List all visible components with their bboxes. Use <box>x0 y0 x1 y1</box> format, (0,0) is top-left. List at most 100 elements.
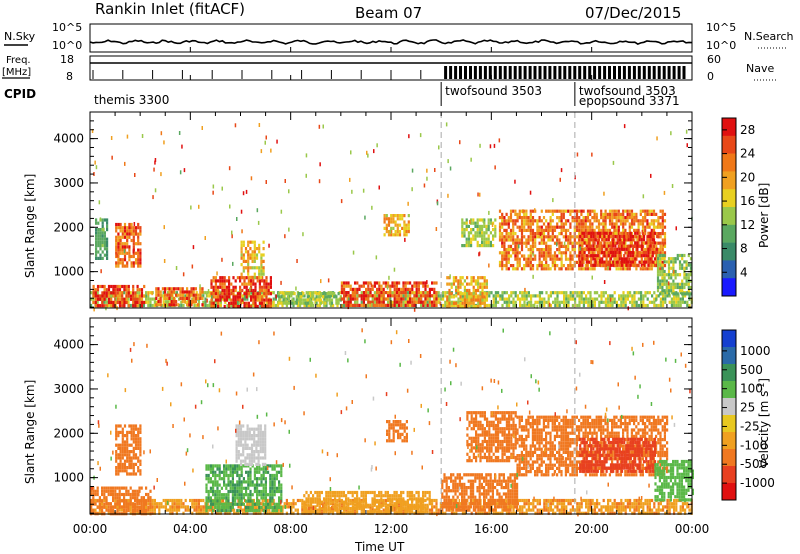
range-gate-cell <box>629 300 632 304</box>
range-gate-cell <box>103 294 106 298</box>
range-gate-cell <box>262 253 265 257</box>
range-gate-cell <box>563 297 566 301</box>
range-gate-cell <box>137 226 140 230</box>
range-gate-cell <box>498 238 502 242</box>
range-gate-cell <box>644 291 647 295</box>
range-gate-cell <box>365 291 368 295</box>
range-gate-cell <box>602 511 605 515</box>
range-gate-cell <box>272 297 275 301</box>
range-gate-cell <box>662 300 665 304</box>
range-gate-cell <box>664 300 667 304</box>
range-gate-cell <box>543 303 546 308</box>
range-gate-cell <box>629 250 632 255</box>
range-gate-cell <box>481 505 484 509</box>
range-gate-cell <box>317 292 320 296</box>
range-gate-cell <box>105 300 108 304</box>
range-gate-cell <box>95 228 98 232</box>
range-gate-cell <box>675 294 678 298</box>
range-gate-cell <box>613 238 616 242</box>
range-gate-cell <box>109 505 112 509</box>
range-gate-cell <box>481 511 484 515</box>
range-gate-cell <box>478 234 481 238</box>
range-gate-cell <box>612 241 615 245</box>
range-gate-cell <box>668 294 671 298</box>
range-gate-cell <box>602 294 605 298</box>
range-gate-cell <box>282 301 285 305</box>
range-gate-cell <box>607 303 610 308</box>
range-gate-cell <box>665 289 668 293</box>
range-gate-cell <box>581 250 584 255</box>
range-gate-cell <box>274 297 277 301</box>
range-gate-cell <box>362 300 365 304</box>
range-gate-cell <box>195 502 198 506</box>
range-gate-cell <box>177 287 180 291</box>
range-gate-cell <box>663 241 667 245</box>
range-gate-cell <box>518 238 521 242</box>
range-gate-cell <box>662 297 665 301</box>
range-gate-cell <box>558 300 561 304</box>
range-gate-cell <box>600 291 603 295</box>
range-gate-cell <box>249 247 252 251</box>
range-gate-cell <box>659 282 662 286</box>
range-gate-cell <box>415 511 418 515</box>
range-gate-cell <box>417 287 420 291</box>
range-gate-cell <box>603 263 606 267</box>
range-gate-cell <box>516 294 519 298</box>
range-gate-cell <box>431 303 434 307</box>
range-gate-cell <box>631 254 635 258</box>
range-gate-cell <box>640 294 643 298</box>
range-gate-cell <box>525 244 528 248</box>
range-gate-cell <box>523 228 526 232</box>
range-gate-cell <box>232 288 235 293</box>
range-gate-cell <box>169 511 172 515</box>
range-gate-cell <box>607 234 610 239</box>
range-gate-cell <box>437 508 440 512</box>
range-gate-cell <box>324 301 327 305</box>
range-gate-cell <box>623 234 626 239</box>
range-gate-cell <box>433 303 436 307</box>
range-gate-cell <box>175 303 178 307</box>
range-gate-cell <box>612 231 615 235</box>
range-gate-cell <box>367 287 370 291</box>
range-gate-cell <box>529 248 532 252</box>
range-gate-cell <box>201 303 204 307</box>
range-gate-cell <box>97 231 100 235</box>
range-gate-cell <box>538 508 541 512</box>
range-gate-cell <box>188 296 191 300</box>
range-gate-cell <box>384 498 387 503</box>
range-gate-cell <box>407 201 409 206</box>
range-gate-cell <box>126 245 129 249</box>
range-gate-cell <box>258 266 261 270</box>
range-gate-cell <box>228 301 231 305</box>
range-gate-cell <box>208 291 211 295</box>
range-gate-cell <box>625 234 628 239</box>
range-gate-cell <box>681 253 684 258</box>
range-gate-cell <box>461 304 464 309</box>
range-gate-cell <box>611 219 614 223</box>
range-gate-cell <box>338 511 341 515</box>
range-gate-cell <box>130 232 133 236</box>
range-gate-cell <box>90 291 93 295</box>
range-gate-cell <box>349 284 352 288</box>
range-gate-cell <box>581 263 584 267</box>
range-gate-cell <box>598 502 601 506</box>
range-gate-cell <box>487 240 490 244</box>
colorbar-segment <box>722 171 736 190</box>
range-gate-cell <box>90 297 93 301</box>
range-gate-cell <box>501 508 504 512</box>
range-gate-cell <box>633 254 636 258</box>
range-gate-cell <box>403 233 406 237</box>
range-gate-cell <box>503 219 506 223</box>
range-gate-cell <box>301 498 304 503</box>
range-gate-cell <box>523 257 526 261</box>
range-gate-cell <box>569 502 572 506</box>
range-gate-cell <box>470 231 473 235</box>
range-gate-cell <box>366 150 368 155</box>
range-gate-cell <box>672 279 675 283</box>
range-gate-cell <box>156 502 159 506</box>
range-gate-cell <box>609 247 613 251</box>
range-gate-cell <box>249 266 252 270</box>
range-gate-cell <box>545 260 548 264</box>
range-gate-cell <box>614 254 617 258</box>
range-gate-cell <box>127 498 130 503</box>
